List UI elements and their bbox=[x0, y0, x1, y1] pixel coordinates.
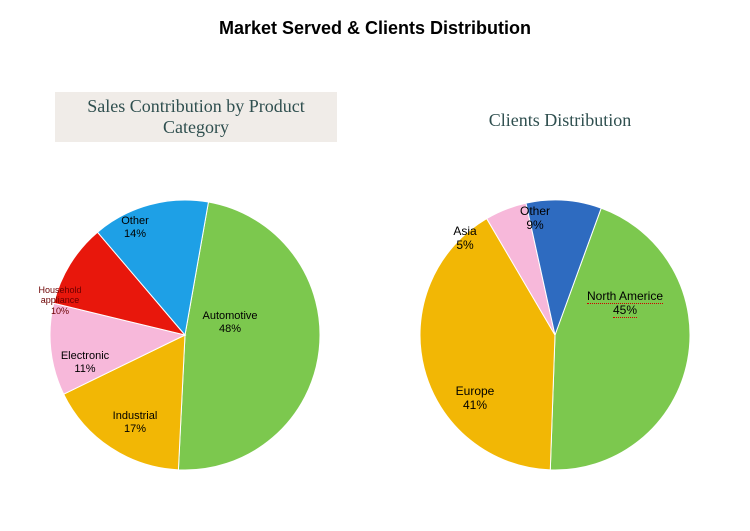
slice-label: Other9% bbox=[495, 205, 575, 233]
slice-label-percent: 11% bbox=[45, 363, 125, 376]
slice-label-percent: 45% bbox=[585, 304, 665, 318]
slice-label-percent: 10% bbox=[20, 306, 100, 316]
slice-label-percent: 48% bbox=[190, 323, 270, 336]
slice-label-name: Other bbox=[95, 215, 175, 228]
slice-label: Household appliance10% bbox=[20, 285, 100, 316]
slice-label: Europe41% bbox=[435, 385, 515, 413]
slice-label-percent: 9% bbox=[495, 219, 575, 233]
slice-label-name: Household appliance bbox=[20, 285, 100, 306]
right-pie-chart bbox=[0, 0, 750, 531]
slice-label: North Americe45% bbox=[585, 290, 665, 318]
slice-label: Automotive48% bbox=[190, 310, 270, 335]
slice-label-name: Asia bbox=[425, 225, 505, 239]
slice-label-percent: 17% bbox=[95, 423, 175, 436]
slice-label: Industrial17% bbox=[95, 410, 175, 435]
slice-label-name: Electronic bbox=[45, 350, 125, 363]
slice-label-percent: 5% bbox=[425, 239, 505, 253]
slice-label-name: Europe bbox=[435, 385, 515, 399]
slice-label-percent: 41% bbox=[435, 399, 515, 413]
slice-label-name: Automotive bbox=[190, 310, 270, 323]
slice-label: Asia5% bbox=[425, 225, 505, 253]
slice-label-name: Other bbox=[495, 205, 575, 219]
slice-label: Electronic11% bbox=[45, 350, 125, 375]
slice-label-percent: 14% bbox=[95, 228, 175, 241]
slice-label-name: North Americe bbox=[585, 290, 665, 304]
slice-label: Other14% bbox=[95, 215, 175, 240]
chart-page: { "main_title": { "text": "Market Served… bbox=[0, 0, 750, 531]
slice-label-name: Industrial bbox=[95, 410, 175, 423]
